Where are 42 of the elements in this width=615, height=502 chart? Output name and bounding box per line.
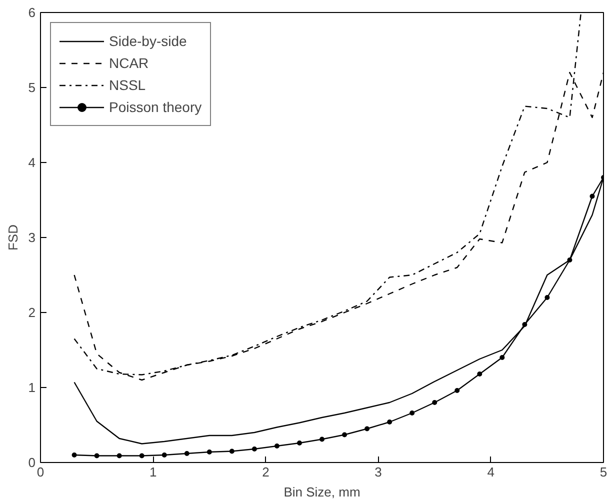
point [229, 448, 234, 454]
y-tick-label: 3 [28, 230, 36, 245]
point [544, 295, 550, 300]
point [364, 426, 370, 432]
point [454, 388, 460, 393]
point [320, 436, 324, 442]
x-tick-label: 3 [374, 464, 382, 480]
point [72, 452, 77, 458]
point [116, 453, 122, 458]
y-tick-label: 1 [28, 380, 36, 395]
x-tick-label: 1 [149, 464, 157, 480]
y-tick-label: 0 [28, 455, 36, 470]
point [274, 444, 280, 448]
point [206, 450, 212, 454]
legend-label: Poisson theory [109, 99, 202, 115]
legend-label: NSSL [109, 77, 146, 93]
y-tick-label: 2 [28, 305, 36, 320]
point [139, 453, 144, 458]
point [184, 451, 190, 456]
point [296, 440, 302, 446]
x-axis-title: Bin Size, mm [284, 484, 360, 500]
point [387, 420, 392, 424]
x-tick-label: 4 [487, 464, 495, 480]
y-tick-label: 6 [28, 5, 36, 20]
y-tick-label: 5 [28, 80, 36, 95]
point [522, 322, 528, 327]
y-axis-title: FSD [5, 224, 20, 250]
x-tick-label: 2 [262, 464, 270, 480]
legend-label: NCAR [109, 55, 149, 71]
y-tick-label: 4 [28, 155, 36, 170]
point [590, 194, 595, 199]
point [500, 355, 505, 360]
point [567, 258, 572, 262]
point [477, 372, 482, 376]
point [410, 410, 415, 416]
point [94, 453, 100, 458]
point [342, 432, 348, 438]
x-tick-label: 5 [600, 464, 608, 480]
point [432, 400, 438, 405]
legend-label: Side-by-side [109, 33, 187, 49]
point [252, 446, 257, 452]
point [162, 452, 167, 458]
